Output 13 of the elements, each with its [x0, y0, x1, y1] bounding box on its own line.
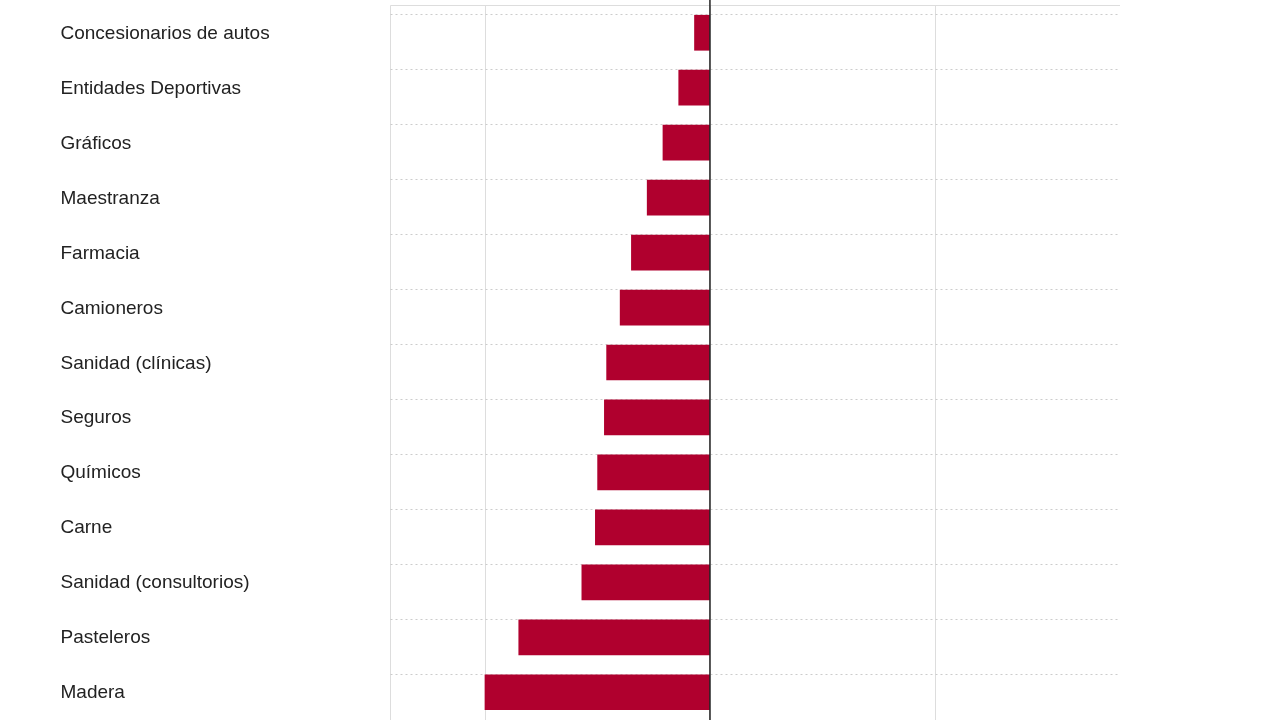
y-tick-label: Madera: [60, 681, 126, 703]
y-tick-label: Químicos: [60, 461, 141, 483]
y-tick-label: Concesionarios de autos: [60, 21, 270, 43]
y-tick-label: Entidades Deportivas: [60, 76, 242, 98]
y-tick-label: Camioneros: [60, 296, 163, 318]
y-tick-label: Maestranza: [60, 186, 161, 208]
y-tick-label: Gráficos: [60, 131, 132, 153]
y-tick-label: Seguros: [60, 406, 132, 428]
y-tick-label: Sanidad (consultorios): [60, 571, 250, 593]
y-tick-label: Farmacia: [60, 241, 141, 263]
y-tick-label: Carne: [60, 516, 113, 538]
y-tick-label: Pasteleros: [60, 626, 151, 648]
y-tick-label: Sanidad (clínicas): [60, 351, 212, 373]
